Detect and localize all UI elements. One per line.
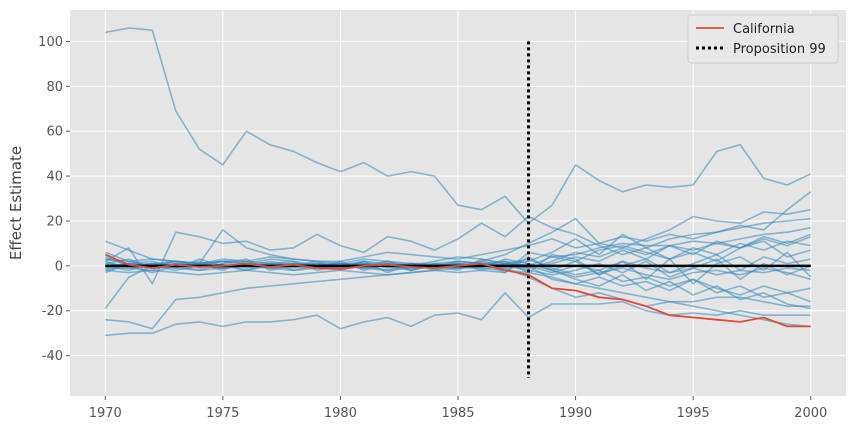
legend-label-california: California [733, 22, 795, 37]
y-axis-title: Effect Estimate [7, 146, 25, 260]
legend-box [687, 14, 839, 64]
y-tick-label: 80 [46, 80, 63, 95]
y-tick-label: 100 [38, 35, 63, 50]
california-series-line [104, 253, 811, 328]
placebo-series-line [105, 292, 811, 337]
y-tick-label: -40 [42, 349, 63, 364]
y-tick-label: 40 [46, 170, 63, 185]
placebo-series-line [104, 191, 812, 285]
y-tick-label: 0 [55, 259, 63, 274]
placebo-series-group [104, 27, 812, 337]
x-tick-label: 1990 [559, 406, 592, 421]
x-tick-label: 2000 [794, 406, 827, 421]
y-tick-label: 20 [46, 214, 63, 229]
x-tick-label: 1985 [441, 406, 474, 421]
placebo-series-line [105, 256, 811, 281]
placebo-series-line [105, 258, 811, 303]
x-tick-label: 1970 [89, 406, 122, 421]
legend-label-proposition-99: Proposition 99 [733, 42, 826, 57]
placebo-series-line [105, 235, 811, 269]
y-tick-label: 60 [46, 125, 63, 140]
x-tick-label: 1980 [324, 406, 357, 421]
placebo-series-line [105, 217, 811, 267]
placebo-series-line [105, 27, 812, 224]
x-tick-label: 1975 [206, 406, 239, 421]
x-axis-ticks: 1970 1975 1980 1985 1990 1995 2000 [89, 396, 827, 421]
placebo-series-line [105, 251, 811, 276]
x-tick-label: 1995 [677, 406, 710, 421]
y-axis-ticks: -40 -20 0 20 40 60 80 100 [38, 35, 70, 364]
legend: California Proposition 99 [687, 14, 839, 64]
y-tick-label: -20 [42, 304, 63, 319]
